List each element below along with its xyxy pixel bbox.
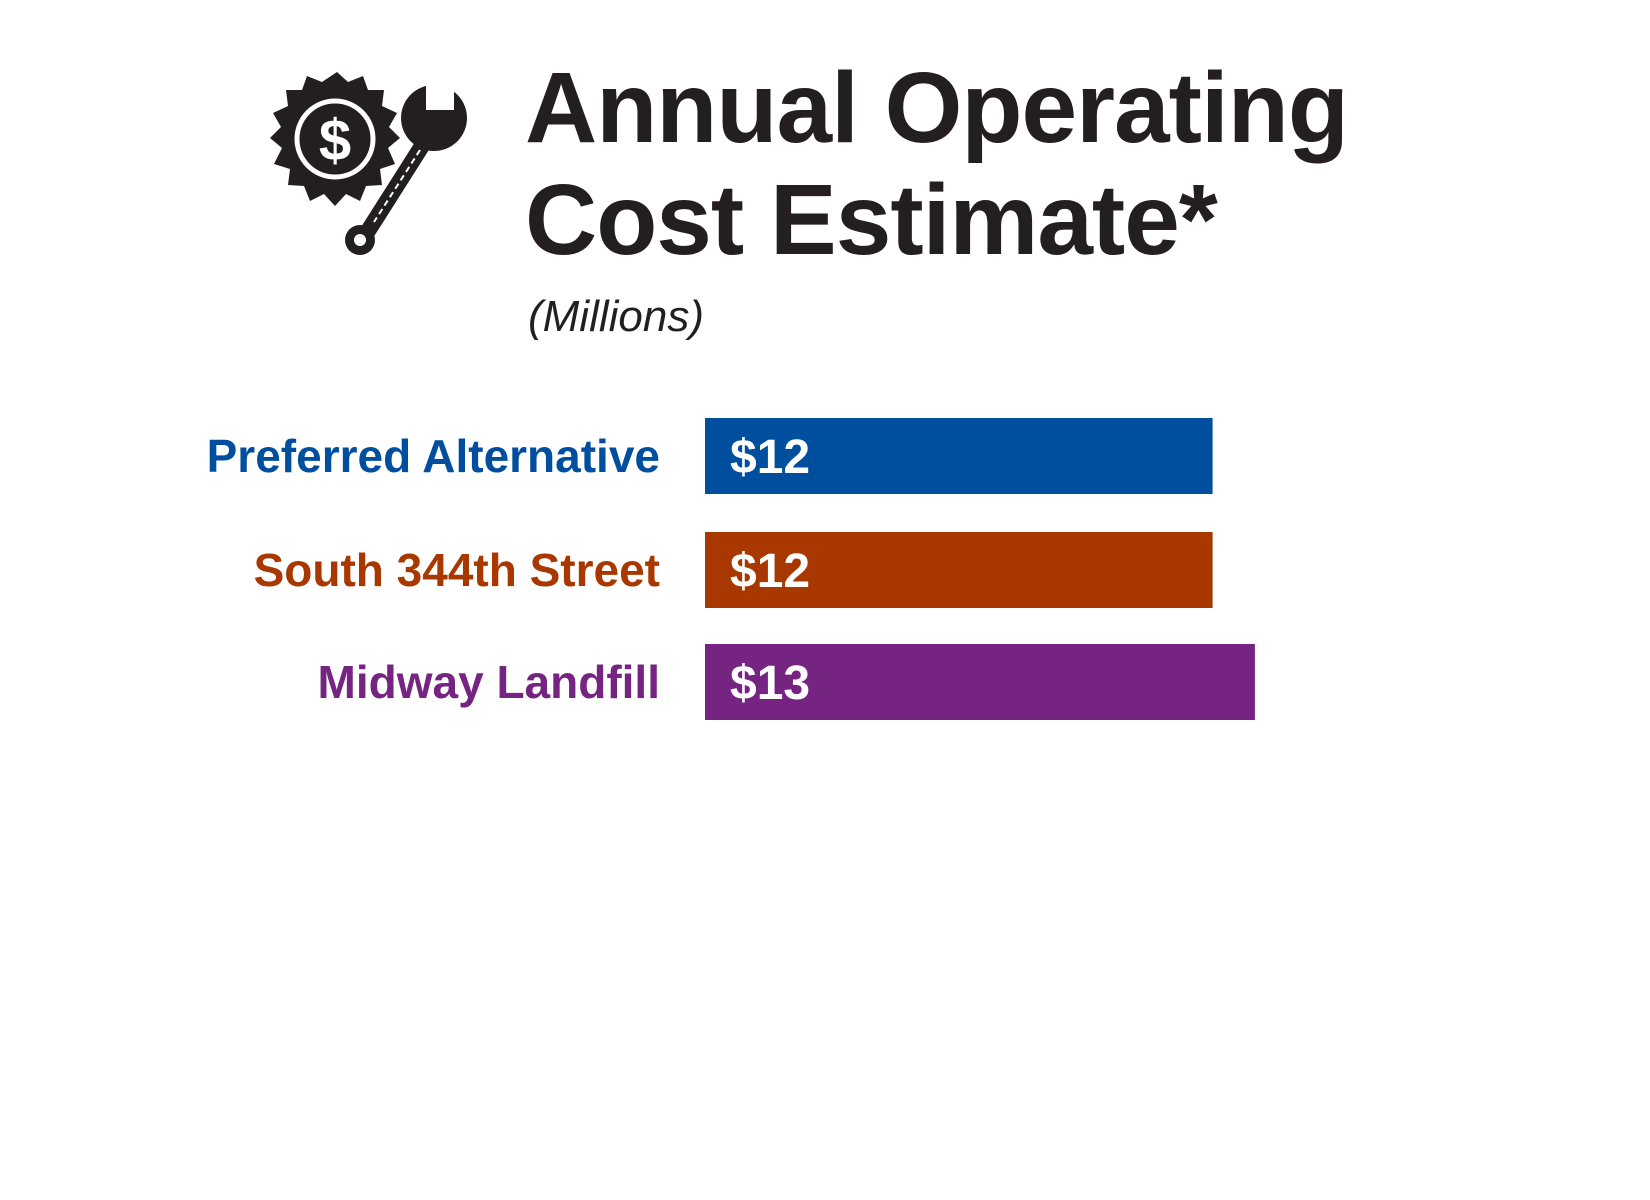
bar xyxy=(705,644,1255,720)
category-label: South 344th Street xyxy=(254,544,660,596)
bar-value-label: $12 xyxy=(730,431,810,484)
bar-value-label: $12 xyxy=(730,545,810,598)
dollar-sign: $ xyxy=(319,108,351,173)
category-label: Preferred Alternative xyxy=(207,430,660,482)
coin xyxy=(294,98,376,180)
chart-title-line-1: Annual Operating xyxy=(525,52,1349,164)
bar-value-label: $13 xyxy=(730,657,810,710)
bar xyxy=(705,532,1213,608)
bar xyxy=(705,418,1213,494)
bar-group: $12 South 344th Street xyxy=(254,532,1213,608)
bar-group: $13 Midway Landfill xyxy=(318,644,1255,720)
chart-subtitle: (Millions) xyxy=(528,292,704,341)
category-label: Midway Landfill xyxy=(318,656,660,708)
bar-group: $12 Preferred Alternative xyxy=(207,418,1213,494)
gear-dollar-wrench-icon: $ xyxy=(270,72,467,255)
chart-title-line-2: Cost Estimate* xyxy=(525,164,1218,276)
chart-title: Annual Operating Cost Estimate* xyxy=(525,52,1349,276)
